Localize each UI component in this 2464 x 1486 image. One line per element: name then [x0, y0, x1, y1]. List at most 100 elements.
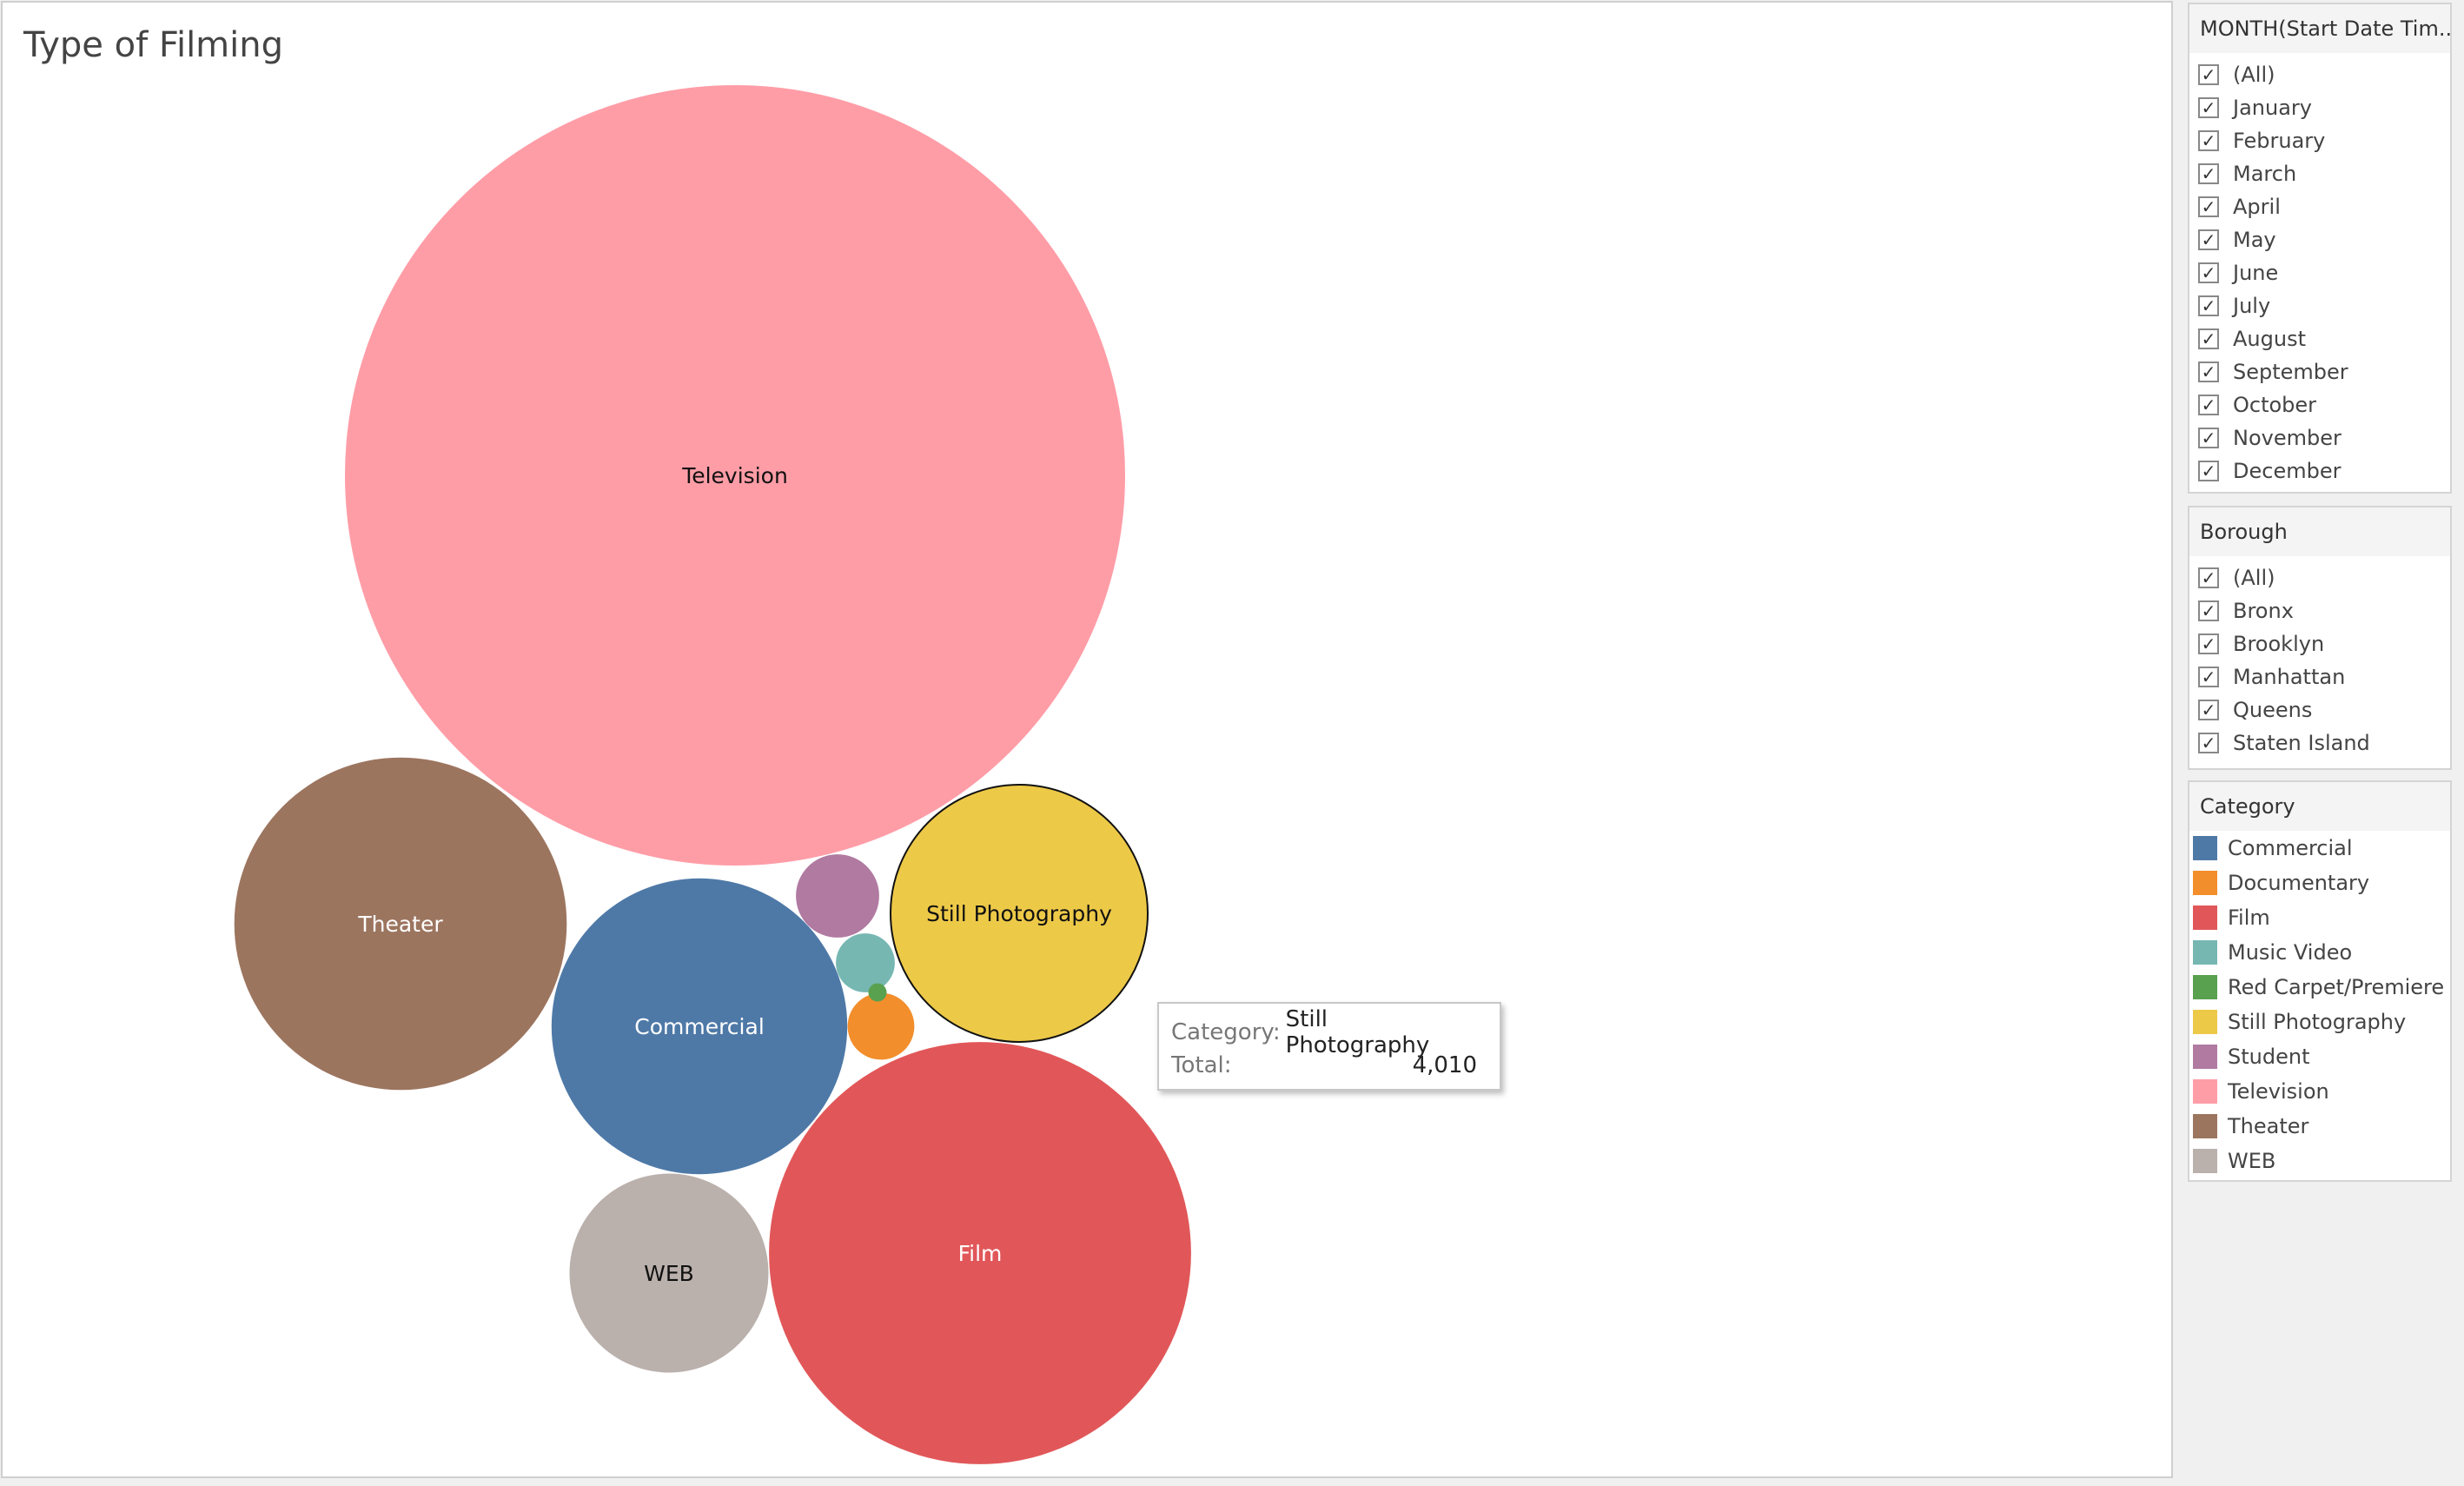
month-filter-label: September [2233, 360, 2348, 384]
bubble-red-carpet-premiere[interactable] [868, 983, 887, 1002]
borough-filter-item-brooklyn[interactable]: ✓ Brooklyn [2189, 627, 2450, 660]
legend-label: Commercial [2228, 836, 2353, 860]
legend-swatch [2193, 1149, 2217, 1173]
checkbox-checked-icon[interactable]: ✓ [2198, 700, 2219, 720]
legend-swatch [2193, 1114, 2217, 1138]
month-filter-header: MONTH(Start Date Tim... [2189, 4, 2450, 53]
legend-item-theater[interactable]: Theater [2189, 1109, 2450, 1144]
legend-item-student[interactable]: Student [2189, 1039, 2450, 1074]
borough-filter-label: (All) [2233, 566, 2275, 590]
month-filter-list: ✓ (All) ✓ January ✓ February ✓ March ✓ April ✓ May ✓… [2189, 53, 2450, 488]
bubble-label-still-photography: Still Photography [926, 901, 1112, 926]
borough-filter-item-queens[interactable]: ✓ Queens [2189, 693, 2450, 726]
month-filter-label: March [2233, 162, 2297, 186]
bubble-documentary[interactable] [847, 992, 915, 1060]
legend-label: Television [2228, 1079, 2329, 1104]
borough-filter-label: Staten Island [2233, 731, 2370, 755]
checkbox-checked-icon[interactable]: ✓ [2198, 733, 2219, 753]
tooltip: Category: Still Photography Total: 4,010 [1157, 1002, 1501, 1091]
month-filter-item-april[interactable]: ✓ April [2189, 190, 2450, 223]
month-filter-item-all[interactable]: ✓ (All) [2189, 58, 2450, 91]
legend-item-film[interactable]: Film [2189, 900, 2450, 935]
category-legend-header: Category [2189, 782, 2450, 831]
checkbox-checked-icon[interactable]: ✓ [2198, 295, 2219, 316]
checkbox-checked-icon[interactable]: ✓ [2198, 163, 2219, 184]
legend-label: Music Video [2228, 940, 2353, 965]
borough-filter-label: Bronx [2233, 599, 2294, 623]
month-filter-label: July [2233, 294, 2271, 318]
month-filter-item-september[interactable]: ✓ September [2189, 355, 2450, 388]
checkbox-checked-icon[interactable]: ✓ [2198, 130, 2219, 151]
bubble-still-photography[interactable] [890, 784, 1149, 1043]
month-filter-item-may[interactable]: ✓ May [2189, 223, 2450, 256]
checkbox-checked-icon[interactable]: ✓ [2198, 64, 2219, 85]
month-filter-item-november[interactable]: ✓ November [2189, 421, 2450, 454]
legend-label: WEB [2228, 1149, 2276, 1173]
viz-area: Type of Filming Television Film Theater Com… [1, 1, 2173, 1478]
borough-filter-item-staten-island[interactable]: ✓ Staten Island [2189, 726, 2450, 760]
checkbox-checked-icon[interactable]: ✓ [2198, 428, 2219, 448]
legend-swatch [2193, 906, 2217, 930]
category-legend-list: Commercial Documentary Film Music Video Red … [2189, 831, 2450, 1178]
legend-label: Documentary [2228, 871, 2370, 895]
borough-filter-item-manhattan[interactable]: ✓ Manhattan [2189, 660, 2450, 693]
checkbox-checked-icon[interactable]: ✓ [2198, 328, 2219, 349]
legend-label: Red Carpet/Premiere [2228, 975, 2445, 999]
legend-item-television[interactable]: Television [2189, 1074, 2450, 1109]
bubble-student[interactable] [796, 854, 879, 938]
bubble-music-video[interactable] [836, 933, 895, 992]
checkbox-checked-icon[interactable]: ✓ [2198, 196, 2219, 217]
borough-filter: Borough ✓ (All) ✓ Bronx ✓ Brooklyn ✓ Manhattan ✓… [2188, 506, 2452, 770]
legend-item-red-carpet-premiere[interactable]: Red Carpet/Premiere [2189, 970, 2450, 1005]
bubble-web[interactable] [569, 1173, 769, 1373]
month-filter-label: January [2233, 96, 2312, 120]
bubble-label-commercial: Commercial [634, 1014, 765, 1039]
checkbox-checked-icon[interactable]: ✓ [2198, 362, 2219, 382]
month-filter-item-july[interactable]: ✓ July [2189, 289, 2450, 322]
tooltip-category-value: Still Photography [1285, 1006, 1430, 1058]
legend-item-commercial[interactable]: Commercial [2189, 831, 2450, 866]
month-filter-label: June [2233, 261, 2279, 285]
legend-swatch [2193, 940, 2217, 965]
bubble-film[interactable] [769, 1042, 1191, 1464]
legend-item-still-photography[interactable]: Still Photography [2189, 1005, 2450, 1039]
checkbox-checked-icon[interactable]: ✓ [2198, 395, 2219, 415]
checkbox-checked-icon[interactable]: ✓ [2198, 634, 2219, 654]
bubble-label-film: Film [958, 1241, 1003, 1266]
legend-swatch [2193, 871, 2217, 895]
bubble-theater[interactable] [234, 757, 567, 1091]
legend-item-music-video[interactable]: Music Video [2189, 935, 2450, 970]
checkbox-checked-icon[interactable]: ✓ [2198, 262, 2219, 283]
month-filter-item-december[interactable]: ✓ December [2189, 454, 2450, 488]
checkbox-checked-icon[interactable]: ✓ [2198, 229, 2219, 250]
bubble-commercial[interactable] [551, 878, 848, 1175]
month-filter-item-october[interactable]: ✓ October [2189, 388, 2450, 421]
month-filter-label: October [2233, 393, 2317, 417]
checkbox-checked-icon[interactable]: ✓ [2198, 97, 2219, 118]
bubble-chart: Television Film Theater Commercial Still Pho… [234, 85, 1191, 1464]
checkbox-checked-icon[interactable]: ✓ [2198, 567, 2219, 588]
legend-item-web[interactable]: WEB [2189, 1144, 2450, 1178]
legend-item-documentary[interactable]: Documentary [2189, 866, 2450, 900]
month-filter-item-june[interactable]: ✓ June [2189, 256, 2450, 289]
checkbox-checked-icon[interactable]: ✓ [2198, 461, 2219, 481]
tooltip-category-key: Category: [1171, 1019, 1281, 1045]
month-filter-item-march[interactable]: ✓ March [2189, 157, 2450, 190]
month-filter-item-february[interactable]: ✓ February [2189, 124, 2450, 157]
checkbox-checked-icon[interactable]: ✓ [2198, 600, 2219, 621]
tooltip-total-key: Total: [1171, 1052, 1232, 1078]
legend-swatch [2193, 1045, 2217, 1069]
month-filter: MONTH(Start Date Tim... ✓ (All) ✓ January ✓ F… [2188, 3, 2452, 494]
borough-filter-item-all[interactable]: ✓ (All) [2189, 561, 2450, 594]
bubble-label-web: WEB [644, 1261, 694, 1286]
borough-filter-label: Manhattan [2233, 665, 2346, 689]
month-filter-item-january[interactable]: ✓ January [2189, 91, 2450, 124]
bubble-label-theater: Theater [357, 912, 443, 937]
bubble-television[interactable] [345, 85, 1125, 866]
checkbox-checked-icon[interactable]: ✓ [2198, 667, 2219, 687]
month-filter-label: April [2233, 195, 2281, 219]
month-filter-item-august[interactable]: ✓ August [2189, 322, 2450, 355]
borough-filter-item-bronx[interactable]: ✓ Bronx [2189, 594, 2450, 627]
legend-label: Theater [2228, 1114, 2309, 1138]
chart-title: Type of Filming [23, 25, 284, 65]
